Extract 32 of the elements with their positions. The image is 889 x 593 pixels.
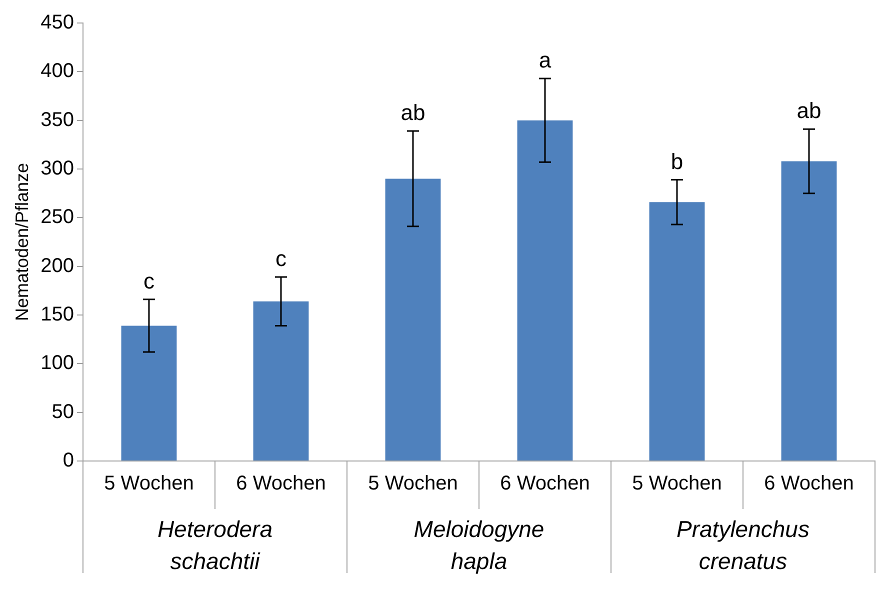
y-tick-label: 250 xyxy=(40,206,74,228)
x-tick-label: 5 Wochen xyxy=(368,472,458,495)
x-tick-label: 6 Wochen xyxy=(236,472,326,495)
text: Heterodera schachtii xyxy=(157,516,273,574)
y-tick-label: 300 xyxy=(40,158,74,180)
bar xyxy=(385,178,441,460)
y-tick-label: 400 xyxy=(40,60,74,82)
y-tick-label: 50 xyxy=(52,400,74,423)
text: Pratylenchus crenatus xyxy=(676,516,810,574)
y-tick-label: 200 xyxy=(40,254,74,277)
text: Meloidogyne hapla xyxy=(414,516,544,574)
data-label: b xyxy=(670,148,684,174)
bar xyxy=(121,326,177,460)
x-tick-label: 5 Wochen xyxy=(632,472,722,495)
bar xyxy=(517,120,573,460)
x-tick-label: 5 Wochen xyxy=(104,472,194,495)
bar xyxy=(253,301,309,460)
y-axis-title: Nematoden/Pflanze xyxy=(12,162,32,322)
bar xyxy=(649,202,705,460)
data-label: ab xyxy=(400,100,426,126)
x-tick-label: 6 Wochen xyxy=(500,472,590,495)
data-label: c xyxy=(275,246,286,272)
y-tick-label: 450 xyxy=(40,12,74,34)
data-label: a xyxy=(538,48,552,73)
data-label: c xyxy=(143,268,154,294)
bar xyxy=(781,161,837,460)
y-tick-label: 100 xyxy=(40,352,74,374)
x-tick-label: 6 Wochen xyxy=(764,472,854,495)
y-tick-label: 0 xyxy=(62,450,74,472)
y-tick-label: 150 xyxy=(40,304,74,326)
y-tick-label: 350 xyxy=(40,108,74,131)
data-label: ab xyxy=(796,98,822,124)
